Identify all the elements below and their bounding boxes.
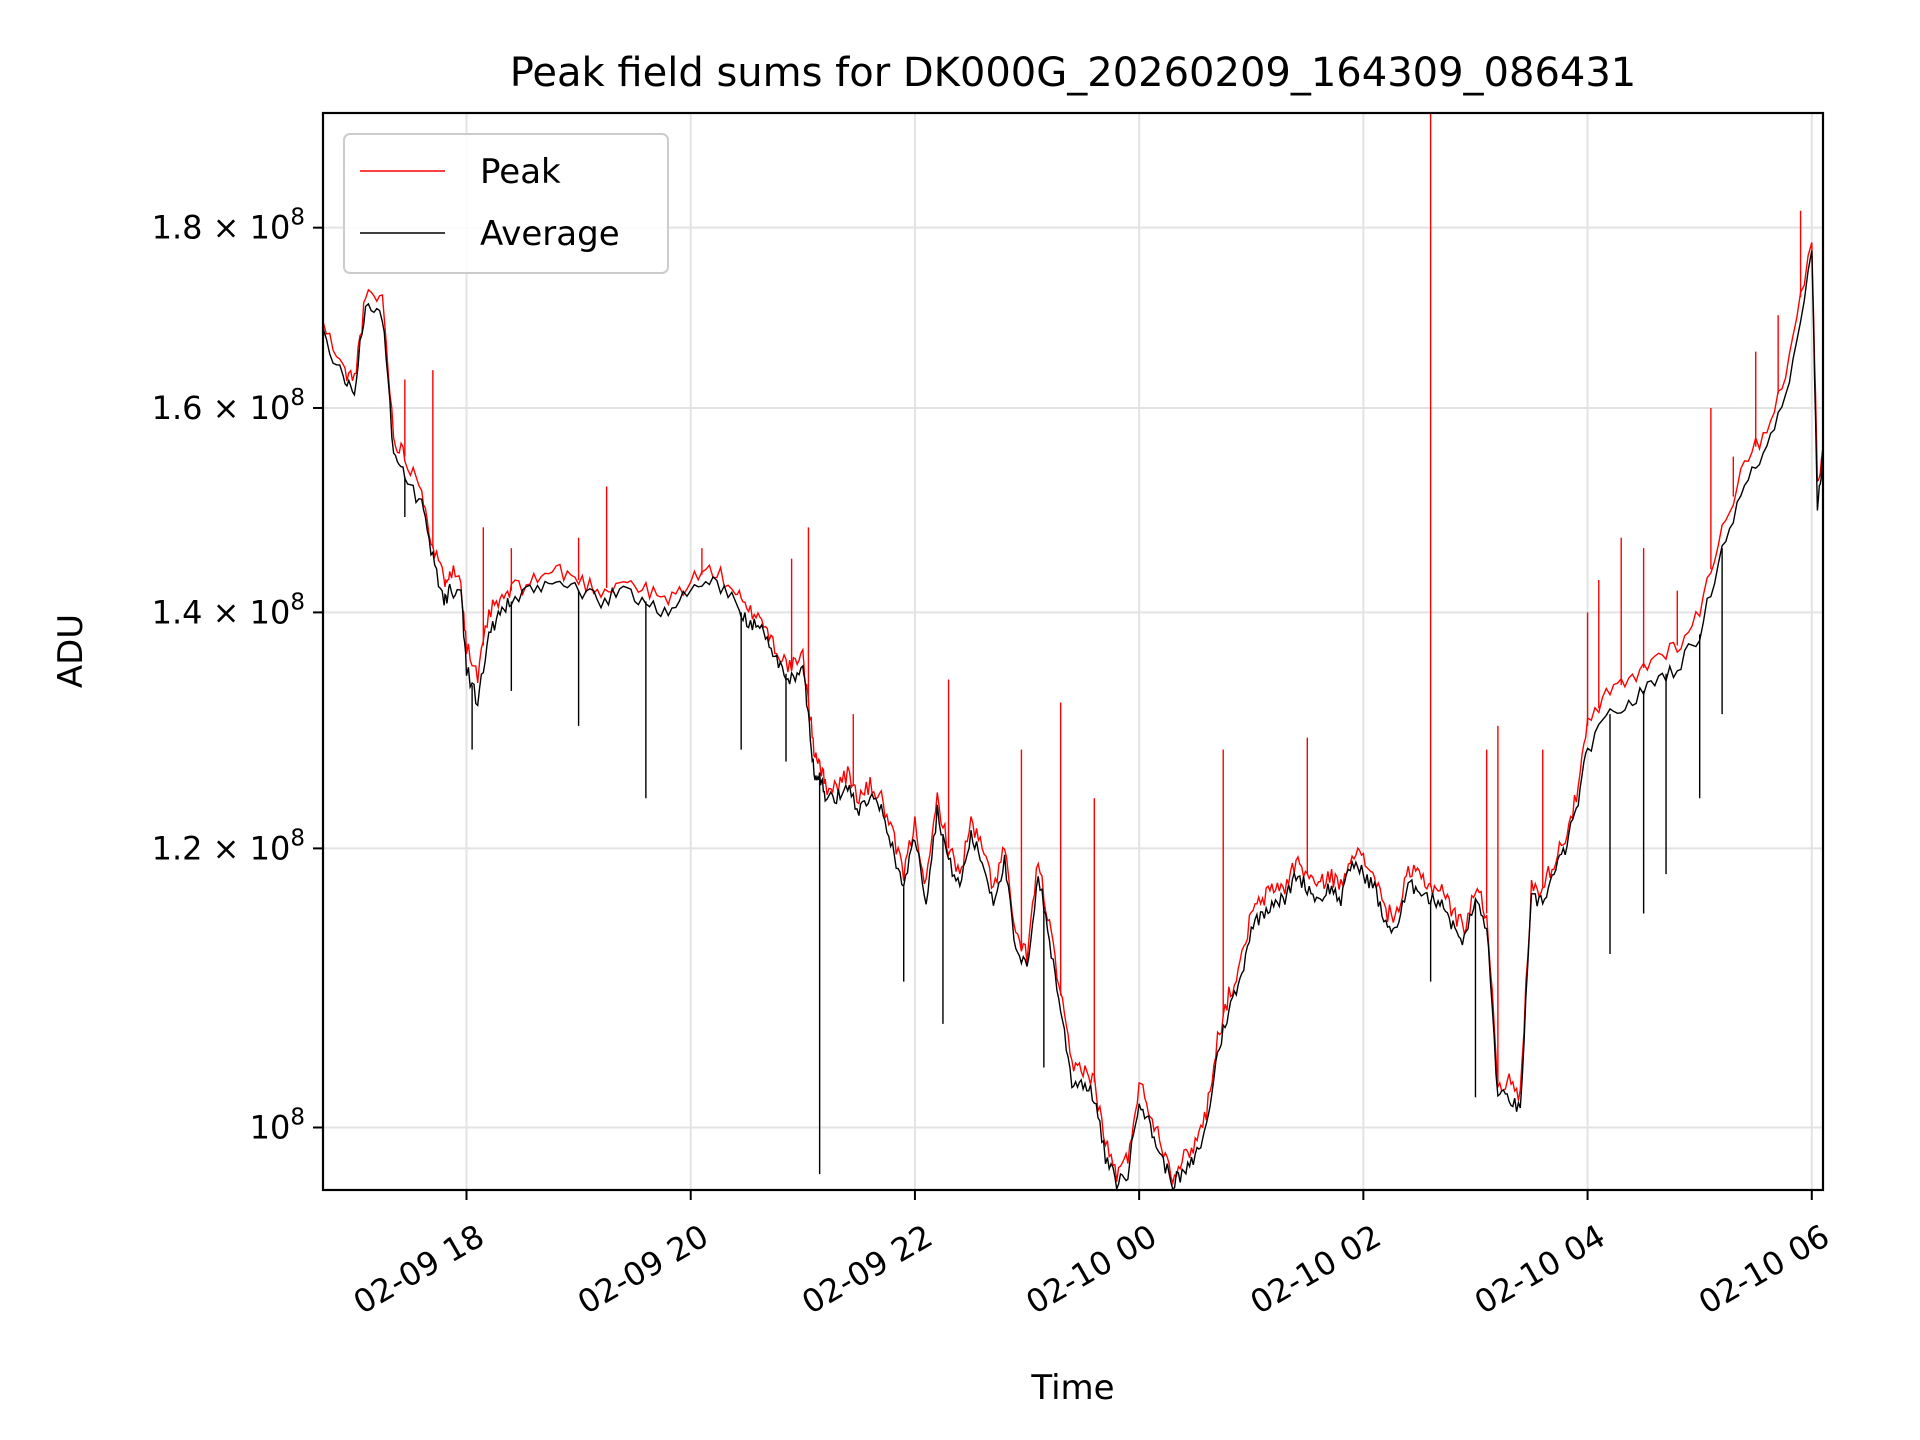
x-axis-label: Time xyxy=(1030,1368,1114,1408)
y-axis-label: ADU xyxy=(51,614,91,688)
plot-frame xyxy=(321,111,1825,1192)
legend-average-label: Average xyxy=(480,214,620,254)
plot-background xyxy=(323,113,1823,1190)
y-tick-label: 1.8 × 108 xyxy=(152,205,305,247)
legend: Peak Average xyxy=(343,133,669,274)
grid xyxy=(323,113,1823,1190)
y-tick-label: 108 xyxy=(250,1105,305,1147)
average-series-line xyxy=(322,250,1824,1192)
legend-box xyxy=(343,133,669,274)
y-axis: 108 1.2 × 108 1.4 × 108 1.6 × 108 1.8 × 108 xyxy=(152,205,323,1147)
y-tick-label: 1.2 × 108 xyxy=(152,825,305,867)
legend-peak-label: Peak xyxy=(480,152,561,192)
series-layer xyxy=(322,113,1824,1192)
y-tick-label: 1.6 × 108 xyxy=(152,385,305,427)
chart-title: Peak field sums for DK000G_20260209_1643… xyxy=(510,50,1637,96)
y-tick-label: 1.4 × 108 xyxy=(152,589,305,631)
